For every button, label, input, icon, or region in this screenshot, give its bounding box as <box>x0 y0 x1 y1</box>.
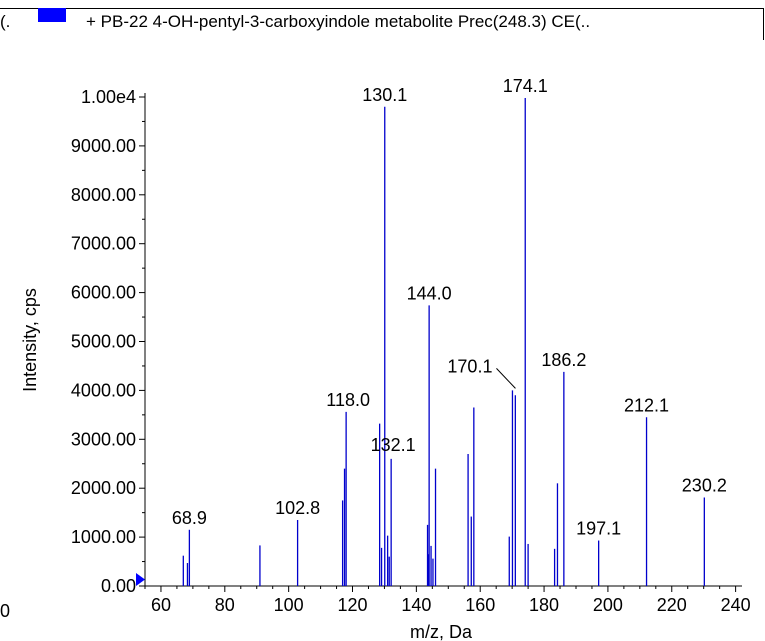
x-tick-label: 200 <box>593 595 623 615</box>
y-axis-title: Intensity, cps <box>20 288 40 392</box>
x-tick-label: 100 <box>274 595 304 615</box>
x-tick-label: 120 <box>337 595 367 615</box>
x-axis: 60 80 100 120 140 160 180 200 220 240 <box>144 585 751 615</box>
peak-label: 102.8 <box>275 498 320 518</box>
peak-lines <box>182 97 705 586</box>
legend-frame <box>0 8 764 40</box>
peak-label: 197.1 <box>576 519 621 539</box>
x-tick-label: 140 <box>401 595 431 615</box>
peak-label: 130.1 <box>362 85 407 105</box>
axis-origin-marker-icon[interactable] <box>136 573 145 586</box>
y-tick-label: 8000.00 <box>71 185 136 205</box>
y-tick-label: 1.00e4 <box>81 87 136 107</box>
y-axis: 0.00 1000.00 2000.00 3000.00 4000.00 5000.00 6… <box>71 87 146 596</box>
y-tick-label: 0.00 <box>101 576 136 596</box>
peak-label: 68.9 <box>172 508 207 528</box>
peak-label: 212.1 <box>624 395 669 415</box>
y-tick-label: 9000.00 <box>71 136 136 156</box>
legend-series-label: + PB-22 4-OH-pentyl-3-carboxyindole meta… <box>86 12 591 31</box>
y-tick-label: 3000.00 <box>71 429 136 449</box>
x-axis-edge-label: 0 <box>0 601 10 621</box>
peak-label: 186.2 <box>541 350 586 370</box>
legend-prefix: (. <box>0 12 11 31</box>
x-tick-label: 240 <box>721 595 751 615</box>
x-tick-label: 60 <box>151 595 171 615</box>
y-tick-label: 7000.00 <box>71 234 136 254</box>
y-tick-label: 6000.00 <box>71 283 136 303</box>
legend-swatch-icon <box>38 8 66 22</box>
peak-label: 118.0 <box>326 390 370 410</box>
legend: (. + PB-22 4-OH-pentyl-3-carboxyindole m… <box>0 0 765 40</box>
y-tick-label: 2000.00 <box>71 478 136 498</box>
y-tick-label: 5000.00 <box>71 332 136 352</box>
peak-labels: 68.9 102.8 118.0 130.1 132.1 144.0 170.1 174.1 1… <box>172 76 727 539</box>
peak-label: 174.1 <box>503 76 548 96</box>
y-tick-label: 1000.00 <box>71 527 136 547</box>
x-tick-label: 160 <box>465 595 495 615</box>
x-axis-title: m/z, Da <box>410 622 473 641</box>
peak-label: 170.1 <box>447 356 492 376</box>
x-tick-label: 180 <box>529 595 559 615</box>
peak-label: 230.2 <box>682 475 727 495</box>
peak-label-leader <box>496 368 516 389</box>
x-tick-label: 220 <box>657 595 687 615</box>
y-tick-label: 4000.00 <box>71 380 136 400</box>
peak-label: 144.0 <box>407 283 452 303</box>
peak-label: 132.1 <box>371 435 416 455</box>
x-tick-label: 80 <box>215 595 235 615</box>
